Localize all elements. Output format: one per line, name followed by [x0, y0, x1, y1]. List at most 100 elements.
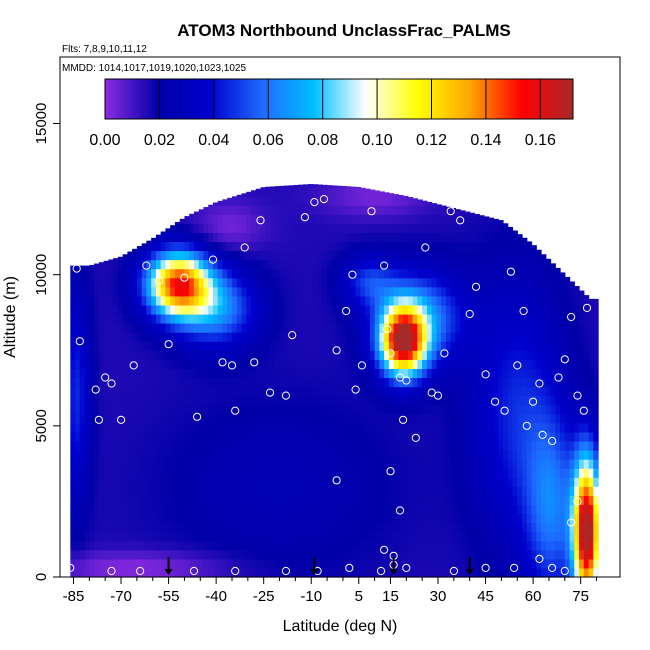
heatmap-cell — [265, 323, 271, 333]
heatmap-cell — [113, 495, 119, 506]
heatmap-cell — [545, 332, 552, 342]
heatmap-cell — [136, 277, 143, 288]
heatmap-cell — [89, 277, 95, 288]
heatmap-cell — [341, 295, 347, 306]
heatmap-cell — [555, 404, 561, 415]
heatmap-cell — [479, 495, 485, 506]
heatmap-cell — [331, 540, 338, 551]
heatmap-cell — [483, 495, 490, 506]
heatmap-cell — [469, 359, 476, 369]
heatmap-cell — [403, 350, 409, 360]
heatmap-cell — [388, 477, 395, 487]
heatmap-cell — [455, 567, 461, 578]
heatmap-cell — [189, 304, 195, 315]
heatmap-cell — [541, 277, 547, 288]
heatmap-cell — [522, 431, 528, 442]
heatmap-cell — [355, 431, 361, 442]
heatmap-cell — [179, 241, 186, 252]
heatmap-cell — [369, 214, 376, 224]
heatmap-cell — [236, 513, 243, 524]
heatmap-cell — [412, 350, 418, 360]
heatmap-cell — [341, 286, 347, 297]
heatmap-cell — [398, 450, 404, 460]
colorbar-segment — [357, 79, 359, 119]
heatmap-cell — [84, 277, 90, 288]
heatmap-cell — [151, 341, 157, 351]
colorbar-segment — [423, 79, 425, 119]
heatmap-cell — [374, 232, 380, 243]
heatmap-cell — [231, 277, 238, 288]
heatmap-cell — [155, 522, 162, 533]
heatmap-cell — [270, 567, 276, 578]
heatmap-cell — [398, 486, 404, 496]
heatmap-cell — [431, 468, 438, 478]
heatmap-cell — [365, 440, 371, 451]
heatmap-cell — [536, 332, 542, 342]
heatmap-cell — [146, 477, 152, 487]
heatmap-cell — [231, 422, 238, 433]
x-tick-label: -85 — [63, 588, 85, 605]
heatmap-cell — [436, 567, 442, 578]
heatmap-cell — [327, 359, 333, 369]
heatmap-cell — [198, 486, 205, 496]
heatmap-cell — [284, 386, 290, 397]
heatmap-cell — [203, 241, 209, 252]
heatmap-cell — [89, 286, 95, 297]
heatmap-cell — [274, 431, 281, 442]
heatmap-cell — [231, 395, 238, 406]
heatmap-cell — [569, 286, 575, 297]
heatmap-cell — [255, 440, 262, 451]
heatmap-cell — [560, 323, 566, 333]
heatmap-cell — [360, 259, 366, 270]
heatmap-cell — [365, 277, 371, 288]
heatmap-cell — [241, 531, 247, 542]
heatmap-cell — [455, 495, 461, 506]
heatmap-cell — [417, 205, 423, 215]
heatmap-cell — [293, 459, 300, 469]
colorbar-segment — [312, 79, 314, 119]
heatmap-cell — [426, 440, 433, 451]
colorbar-segment — [298, 79, 301, 119]
heatmap-cell — [498, 277, 504, 288]
heatmap-cell — [251, 404, 257, 415]
colorbar-segment — [225, 79, 227, 119]
heatmap-cell — [346, 549, 352, 560]
heatmap-cell — [469, 567, 476, 578]
heatmap-cell — [464, 313, 471, 324]
heatmap-cell — [108, 395, 114, 406]
heatmap-cell — [374, 540, 380, 551]
heatmap-cell — [403, 304, 409, 315]
heatmap-cell — [350, 196, 357, 206]
heatmap-cell — [536, 350, 542, 360]
heatmap-cell — [251, 332, 257, 342]
heatmap-cell — [155, 558, 162, 569]
colorbar-segment — [349, 79, 352, 119]
heatmap-cell — [374, 323, 380, 333]
heatmap-cell — [436, 205, 442, 215]
heatmap-cell — [160, 231, 167, 233]
heatmap-cell — [198, 386, 205, 397]
heatmap-cell — [545, 350, 552, 360]
heatmap-cell — [317, 558, 323, 569]
heatmap-cell — [374, 413, 380, 424]
colorbar-segment — [264, 79, 266, 119]
heatmap-cell — [303, 450, 309, 460]
heatmap-cell — [151, 495, 157, 506]
heatmap-cell — [407, 241, 414, 252]
colorbar-segment — [117, 79, 119, 119]
heatmap-cell — [241, 341, 247, 351]
heatmap-cell — [460, 386, 466, 397]
heatmap-cell — [536, 341, 542, 351]
heatmap-cell — [512, 232, 518, 243]
heatmap-cell — [417, 395, 423, 406]
colorbar-segment — [241, 79, 244, 119]
heatmap-cell — [545, 495, 552, 506]
heatmap-cell — [89, 531, 95, 542]
heatmap-cell — [469, 549, 476, 560]
heatmap-cell — [241, 259, 247, 270]
heatmap-cell — [474, 413, 480, 424]
heatmap-cell — [360, 332, 366, 342]
heatmap-cell — [222, 199, 228, 206]
heatmap-cell — [222, 504, 228, 515]
colorbar-segment — [420, 79, 422, 119]
